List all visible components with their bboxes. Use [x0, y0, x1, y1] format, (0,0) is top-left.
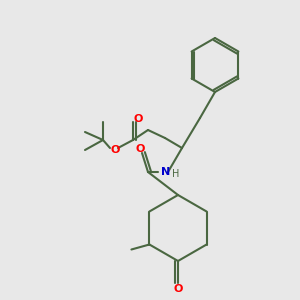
Text: O: O: [135, 144, 145, 154]
Text: O: O: [110, 145, 120, 155]
Text: N: N: [161, 167, 171, 177]
Text: O: O: [133, 114, 143, 124]
Text: O: O: [173, 284, 183, 294]
Text: H: H: [172, 169, 180, 179]
